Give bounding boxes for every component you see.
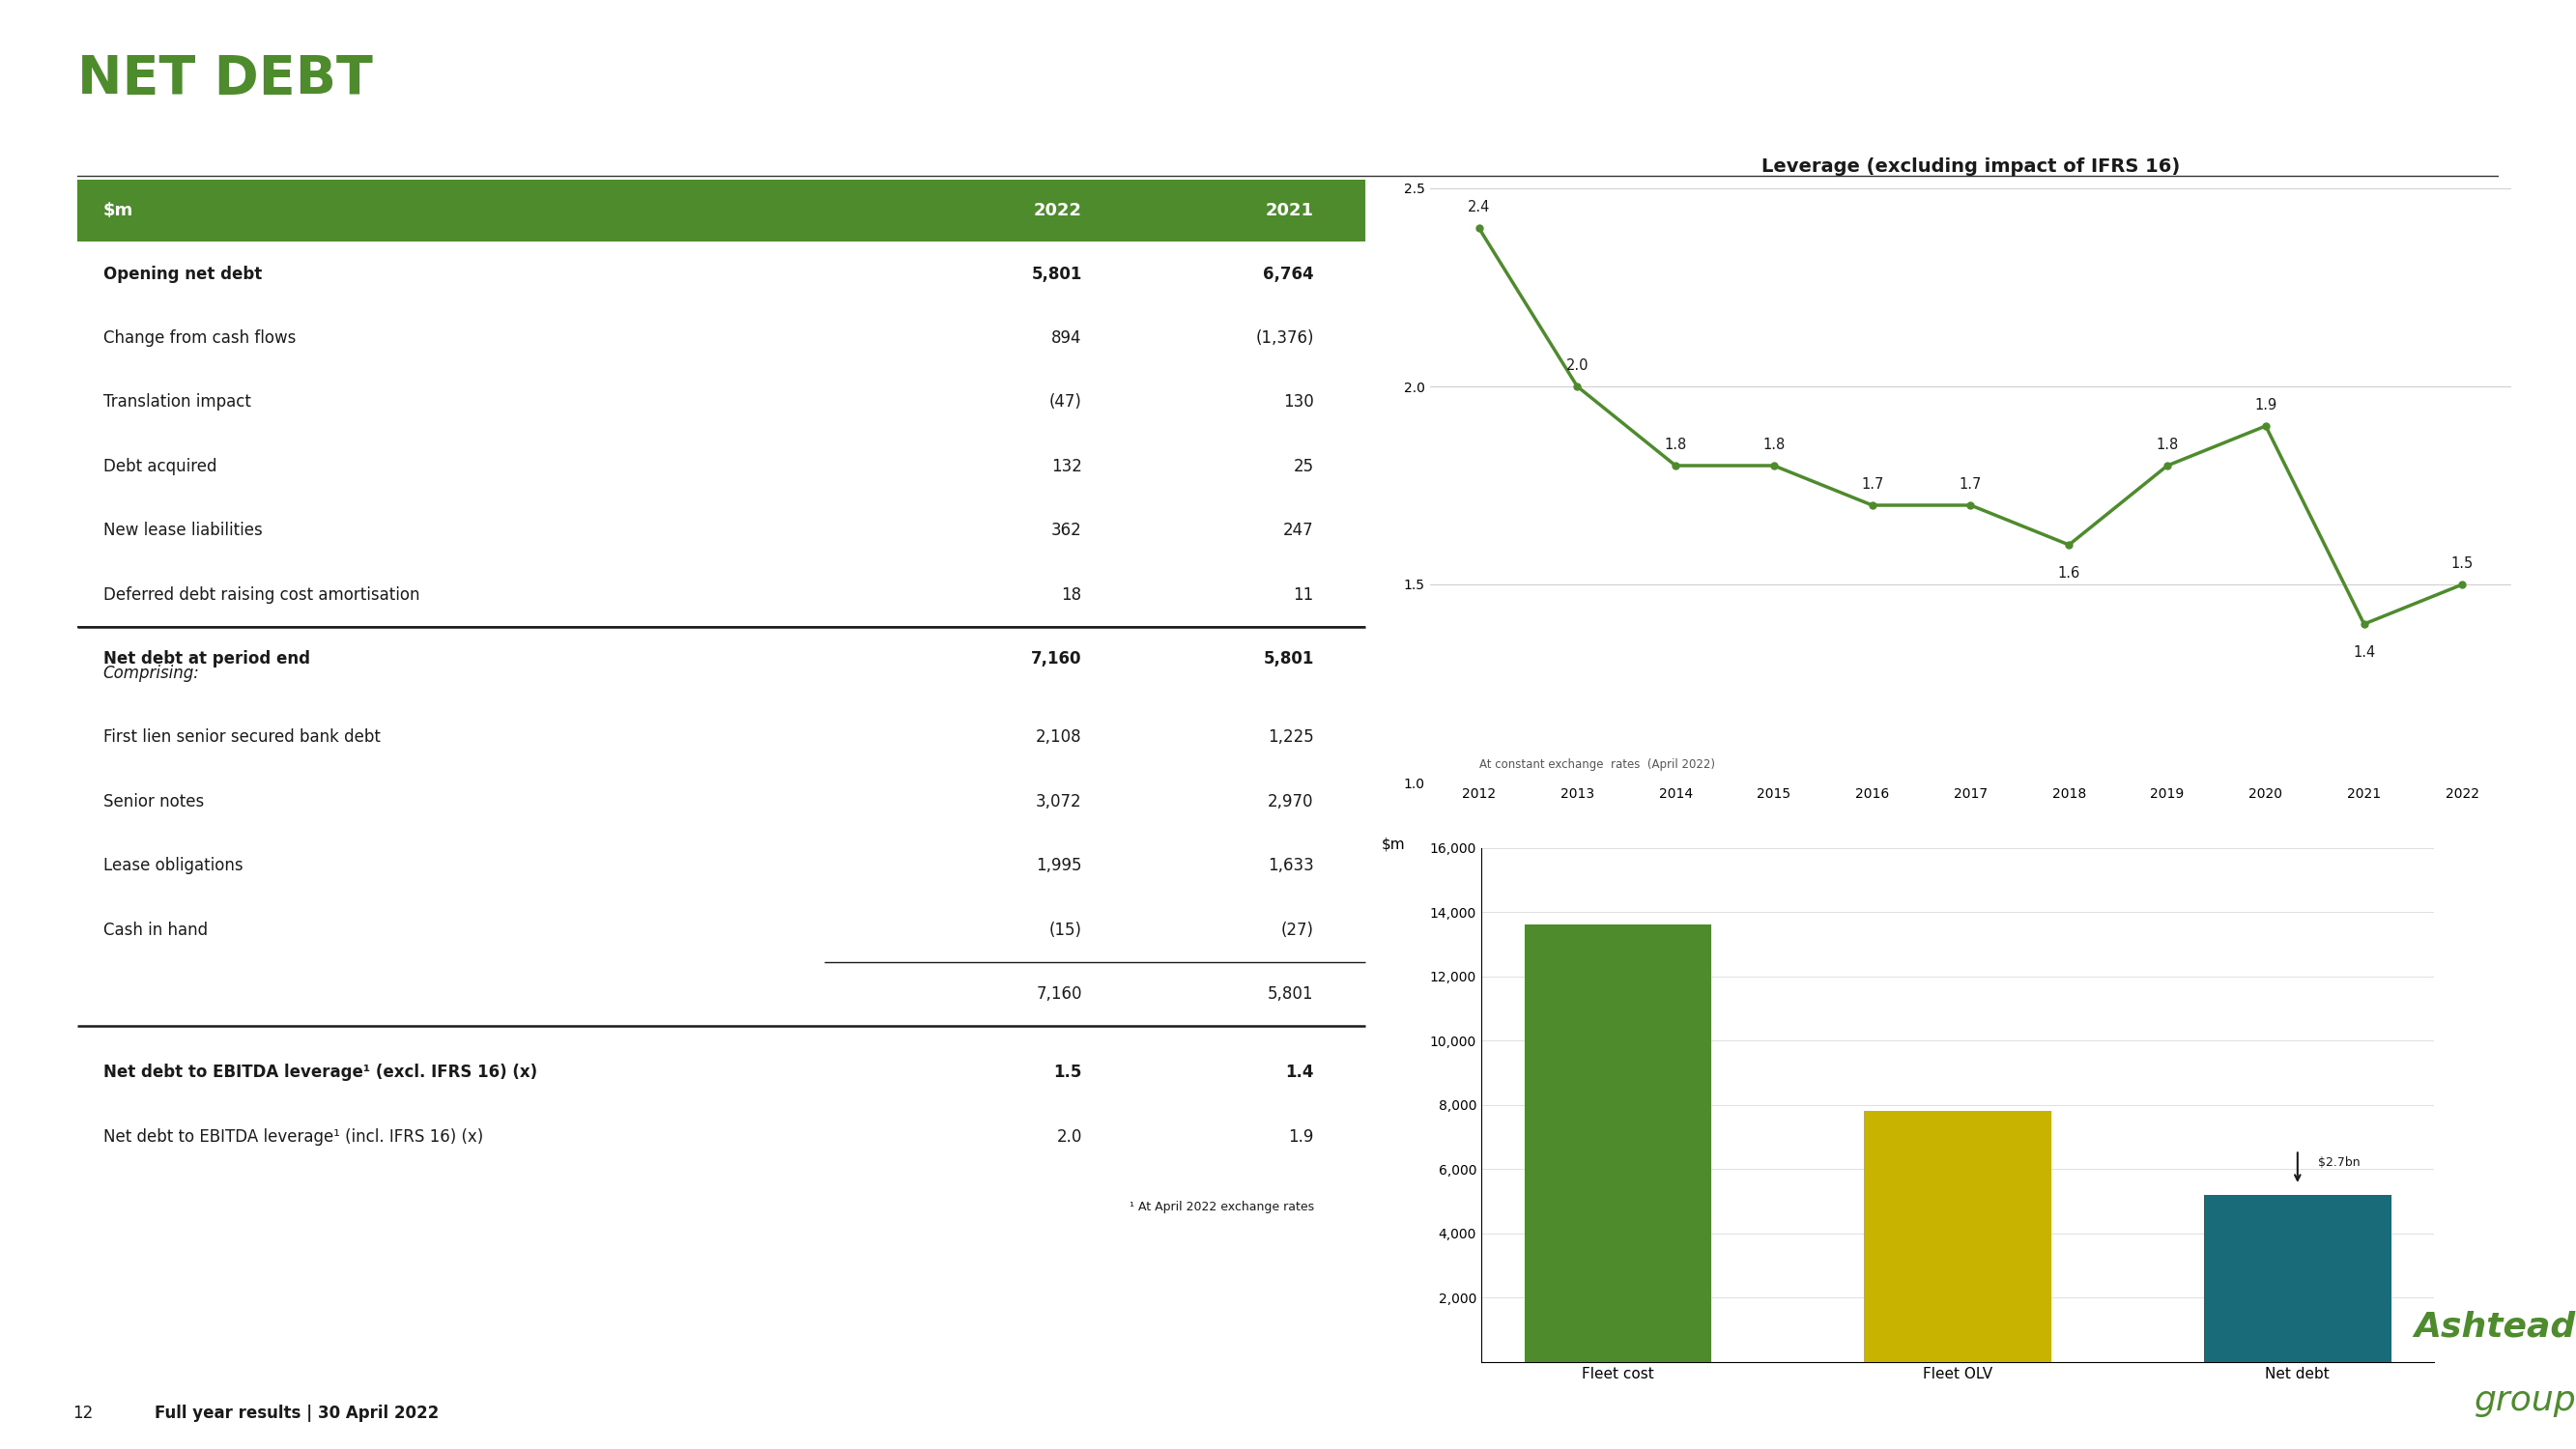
Text: 1.4: 1.4 [1285, 1064, 1314, 1081]
Text: 7,160: 7,160 [1030, 651, 1082, 668]
Text: group: group [2473, 1384, 2576, 1417]
Text: 1.6: 1.6 [2058, 567, 2081, 581]
Text: 1.8: 1.8 [2156, 438, 2179, 452]
Text: 1.4: 1.4 [2352, 645, 2375, 659]
Text: Change from cash flows: Change from cash flows [103, 329, 296, 346]
Text: 1,633: 1,633 [1267, 856, 1314, 874]
Text: Senior notes: Senior notes [103, 793, 204, 810]
Text: 25: 25 [1293, 458, 1314, 475]
Text: 11: 11 [1293, 585, 1314, 603]
Text: 2,970: 2,970 [1267, 793, 1314, 810]
Text: 2,108: 2,108 [1036, 729, 1082, 746]
Text: Debt acquired: Debt acquired [103, 458, 216, 475]
Text: Comprising:: Comprising: [103, 665, 198, 682]
Text: ¹ At April 2022 exchange rates: ¹ At April 2022 exchange rates [1128, 1200, 1314, 1213]
Text: 1,225: 1,225 [1267, 729, 1314, 746]
Text: 1,995: 1,995 [1036, 856, 1082, 874]
Y-axis label: $m: $m [1381, 838, 1404, 852]
Text: 1.9: 1.9 [2254, 398, 2277, 413]
Text: Cash in hand: Cash in hand [103, 922, 209, 939]
Text: Deferred debt raising cost amortisation: Deferred debt raising cost amortisation [103, 585, 420, 603]
Text: Ashtead: Ashtead [2414, 1311, 2576, 1343]
Text: $2.7bn: $2.7bn [2318, 1156, 2360, 1169]
Text: Lease obligations: Lease obligations [103, 856, 242, 874]
Text: (15): (15) [1048, 922, 1082, 939]
Text: 5,801: 5,801 [1262, 651, 1314, 668]
Text: 6,764: 6,764 [1262, 265, 1314, 283]
Text: Translation impact: Translation impact [103, 394, 250, 412]
Text: At constant exchange  rates  (April 2022): At constant exchange rates (April 2022) [1479, 758, 1716, 771]
Text: 2.0: 2.0 [1056, 1127, 1082, 1145]
Text: 7,160: 7,160 [1036, 985, 1082, 1003]
Text: Opening net debt: Opening net debt [103, 265, 263, 283]
Text: 1.7: 1.7 [1960, 477, 1981, 491]
Text: First lien senior secured bank debt: First lien senior secured bank debt [103, 729, 381, 746]
Text: 3,072: 3,072 [1036, 793, 1082, 810]
Text: (27): (27) [1280, 922, 1314, 939]
Text: 894: 894 [1051, 329, 1082, 346]
Bar [1525, 924, 1710, 1362]
Text: Full year results | 30 April 2022: Full year results | 30 April 2022 [155, 1404, 438, 1421]
Text: (47): (47) [1048, 394, 1082, 412]
Text: 1.7: 1.7 [1860, 477, 1883, 491]
Title: Leverage (excluding impact of IFRS 16): Leverage (excluding impact of IFRS 16) [1762, 158, 2179, 177]
Text: 362: 362 [1051, 522, 1082, 539]
Text: 18: 18 [1061, 585, 1082, 603]
Text: 2021: 2021 [1265, 203, 1314, 220]
Text: 12: 12 [72, 1404, 93, 1421]
Text: 130: 130 [1283, 394, 1314, 412]
Text: New lease liabilities: New lease liabilities [103, 522, 263, 539]
Bar [1865, 1111, 2050, 1362]
Text: 1.8: 1.8 [1664, 438, 1687, 452]
Text: 2.0: 2.0 [1566, 358, 1589, 372]
Text: 2022: 2022 [1033, 203, 1082, 220]
Text: 132: 132 [1051, 458, 1082, 475]
Bar [2205, 1195, 2391, 1362]
Text: 1.5: 1.5 [1054, 1064, 1082, 1081]
Text: NET DEBT: NET DEBT [77, 54, 374, 106]
Text: 1.5: 1.5 [2452, 556, 2473, 571]
Text: 247: 247 [1283, 522, 1314, 539]
Text: 2.4: 2.4 [1468, 200, 1489, 214]
Text: Net debt to EBITDA leverage¹ (incl. IFRS 16) (x): Net debt to EBITDA leverage¹ (incl. IFRS… [103, 1127, 484, 1145]
Text: Net debt to EBITDA leverage¹ (excl. IFRS 16) (x): Net debt to EBITDA leverage¹ (excl. IFRS… [103, 1064, 536, 1081]
Text: 5,801: 5,801 [1030, 265, 1082, 283]
Text: Net debt at period end: Net debt at period end [103, 651, 309, 668]
Text: 1.9: 1.9 [1288, 1127, 1314, 1145]
Text: (1,376): (1,376) [1255, 329, 1314, 346]
Text: 1.8: 1.8 [1762, 438, 1785, 452]
Bar [77, 180, 1365, 242]
Text: $m: $m [103, 203, 134, 220]
Text: 5,801: 5,801 [1267, 985, 1314, 1003]
